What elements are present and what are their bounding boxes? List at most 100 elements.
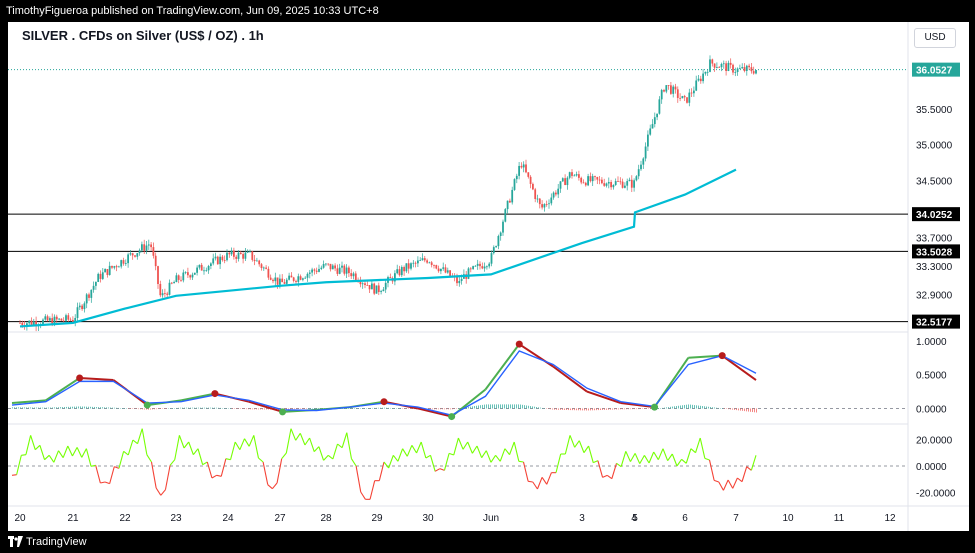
candle-body: [497, 235, 500, 247]
candle-body: [97, 273, 100, 282]
rsi-line: [244, 438, 250, 447]
candle-body: [226, 252, 228, 261]
candle-body: [145, 245, 148, 251]
chart-area[interactable]: 36.0527 35.5000 35.0000 34.5000 34.0252 33.70…: [8, 22, 969, 531]
chart-title: SILVER . CFDs on Silver (US$ / OZ) . 1h: [22, 28, 264, 43]
oscillator-histogram-bar: [568, 408, 569, 411]
candle-body: [617, 181, 619, 182]
currency-button[interactable]: USD: [914, 28, 956, 48]
oscillator-histogram-bar: [36, 407, 37, 409]
oscillator-histogram-bar: [250, 408, 251, 410]
oscillator-histogram-bar: [536, 407, 537, 409]
oscillator-histogram-bar: [410, 408, 411, 409]
candle-body: [433, 264, 435, 266]
oscillator-histogram-bar: [106, 407, 107, 409]
oscillator-histogram-bar: [252, 408, 253, 410]
rsi-line: [123, 450, 129, 456]
rsi-line: [383, 461, 390, 469]
oscillator-histogram-bar: [170, 408, 171, 409]
rsi-line: [574, 440, 580, 448]
candle-body: [134, 255, 136, 257]
rsi-line: [137, 428, 143, 444]
candle-body: [745, 65, 748, 71]
rsi-line: [360, 491, 366, 500]
candle-body: [283, 282, 286, 284]
rsi-line: [104, 481, 110, 485]
oscillator-histogram-bar: [136, 408, 137, 410]
rsi-line: [39, 445, 46, 460]
rsi-line: [629, 453, 636, 462]
candle-body: [65, 315, 67, 321]
oscillator-histogram-bar: [186, 407, 187, 409]
candle-body: [166, 293, 169, 295]
oscillator-histogram-bar: [688, 404, 689, 409]
oscillator-histogram-bar: [696, 405, 697, 409]
oscillator-histogram-bar: [298, 408, 299, 409]
candle-body: [164, 293, 166, 295]
oscillator-histogram-bar: [480, 405, 481, 409]
candle-body: [157, 266, 159, 284]
rsi-line: [346, 432, 352, 459]
oscillator-histogram-bar: [534, 406, 535, 409]
oscillator-histogram-bar: [504, 404, 505, 409]
rsi-line: [285, 428, 292, 454]
rsi-line: [504, 448, 510, 456]
rsi-line: [25, 435, 32, 455]
candle-body: [35, 321, 37, 327]
footer-brand: TradingView: [26, 536, 87, 548]
rsi-line: [225, 458, 231, 461]
oscillator-main-line: [180, 392, 216, 402]
oscillator-histogram-bar: [716, 407, 717, 409]
time-tick-label: 5: [632, 513, 638, 524]
oscillator-histogram-bar: [56, 407, 57, 409]
rsi-line: [178, 435, 185, 449]
oscillator-histogram-bar: [396, 408, 397, 409]
rsi-line: [90, 464, 96, 467]
candle-body: [722, 63, 725, 65]
candle-body: [667, 85, 670, 86]
oscillator-histogram-bar: [266, 408, 267, 410]
candle-body: [706, 71, 709, 73]
candle-body: [541, 204, 543, 208]
oscillator-histogram-bar: [350, 408, 351, 409]
oscillator-histogram-bar: [376, 407, 377, 409]
rsi-line: [262, 461, 269, 485]
candle-body: [95, 281, 97, 286]
oscillator-histogram-bar: [48, 407, 49, 409]
candle-body: [658, 99, 661, 114]
candle-body: [748, 65, 750, 68]
candle-body: [414, 262, 417, 264]
chart-svg[interactable]: 36.0527 35.5000 35.0000 34.5000 34.0252 33.70…: [8, 22, 969, 531]
candle-body: [513, 179, 516, 190]
rsi-line: [583, 445, 590, 453]
rsi-line: [536, 477, 543, 490]
candle-body: [81, 305, 83, 310]
candle-body: [506, 200, 509, 210]
rsi-line: [667, 453, 673, 461]
time-tick-label: 3: [579, 513, 585, 524]
oscillator-histogram-bar: [732, 408, 733, 410]
oscillator-histogram-bar: [234, 408, 235, 409]
candle-body: [504, 209, 507, 222]
oscillator-histogram-bar: [174, 408, 175, 409]
oscillator-histogram-bar: [60, 407, 61, 409]
publisher-line: TimothyFigueroa published on TradingView…: [6, 5, 379, 17]
candle-body: [348, 267, 350, 274]
oscillator-histogram-bar: [246, 408, 247, 410]
oscillator-histogram-bar: [364, 408, 365, 409]
oscillator-histogram-bar: [646, 408, 647, 409]
rsi-line: [318, 446, 325, 461]
candle-body: [74, 317, 77, 322]
candle-body: [49, 318, 51, 321]
candle-body: [352, 273, 355, 277]
oscillator-histogram-bar: [466, 407, 467, 409]
candle-body: [407, 263, 410, 269]
rsi-line: [555, 453, 562, 473]
rsi-line: [708, 459, 715, 481]
oscillator-histogram-bar: [588, 408, 589, 411]
oscillator-histogram-bar: [470, 406, 471, 409]
rsi-line: [653, 451, 659, 460]
oscillator-histogram-bar: [682, 405, 683, 409]
oscillator-histogram-bar: [172, 408, 173, 409]
rsi-line: [420, 441, 427, 459]
